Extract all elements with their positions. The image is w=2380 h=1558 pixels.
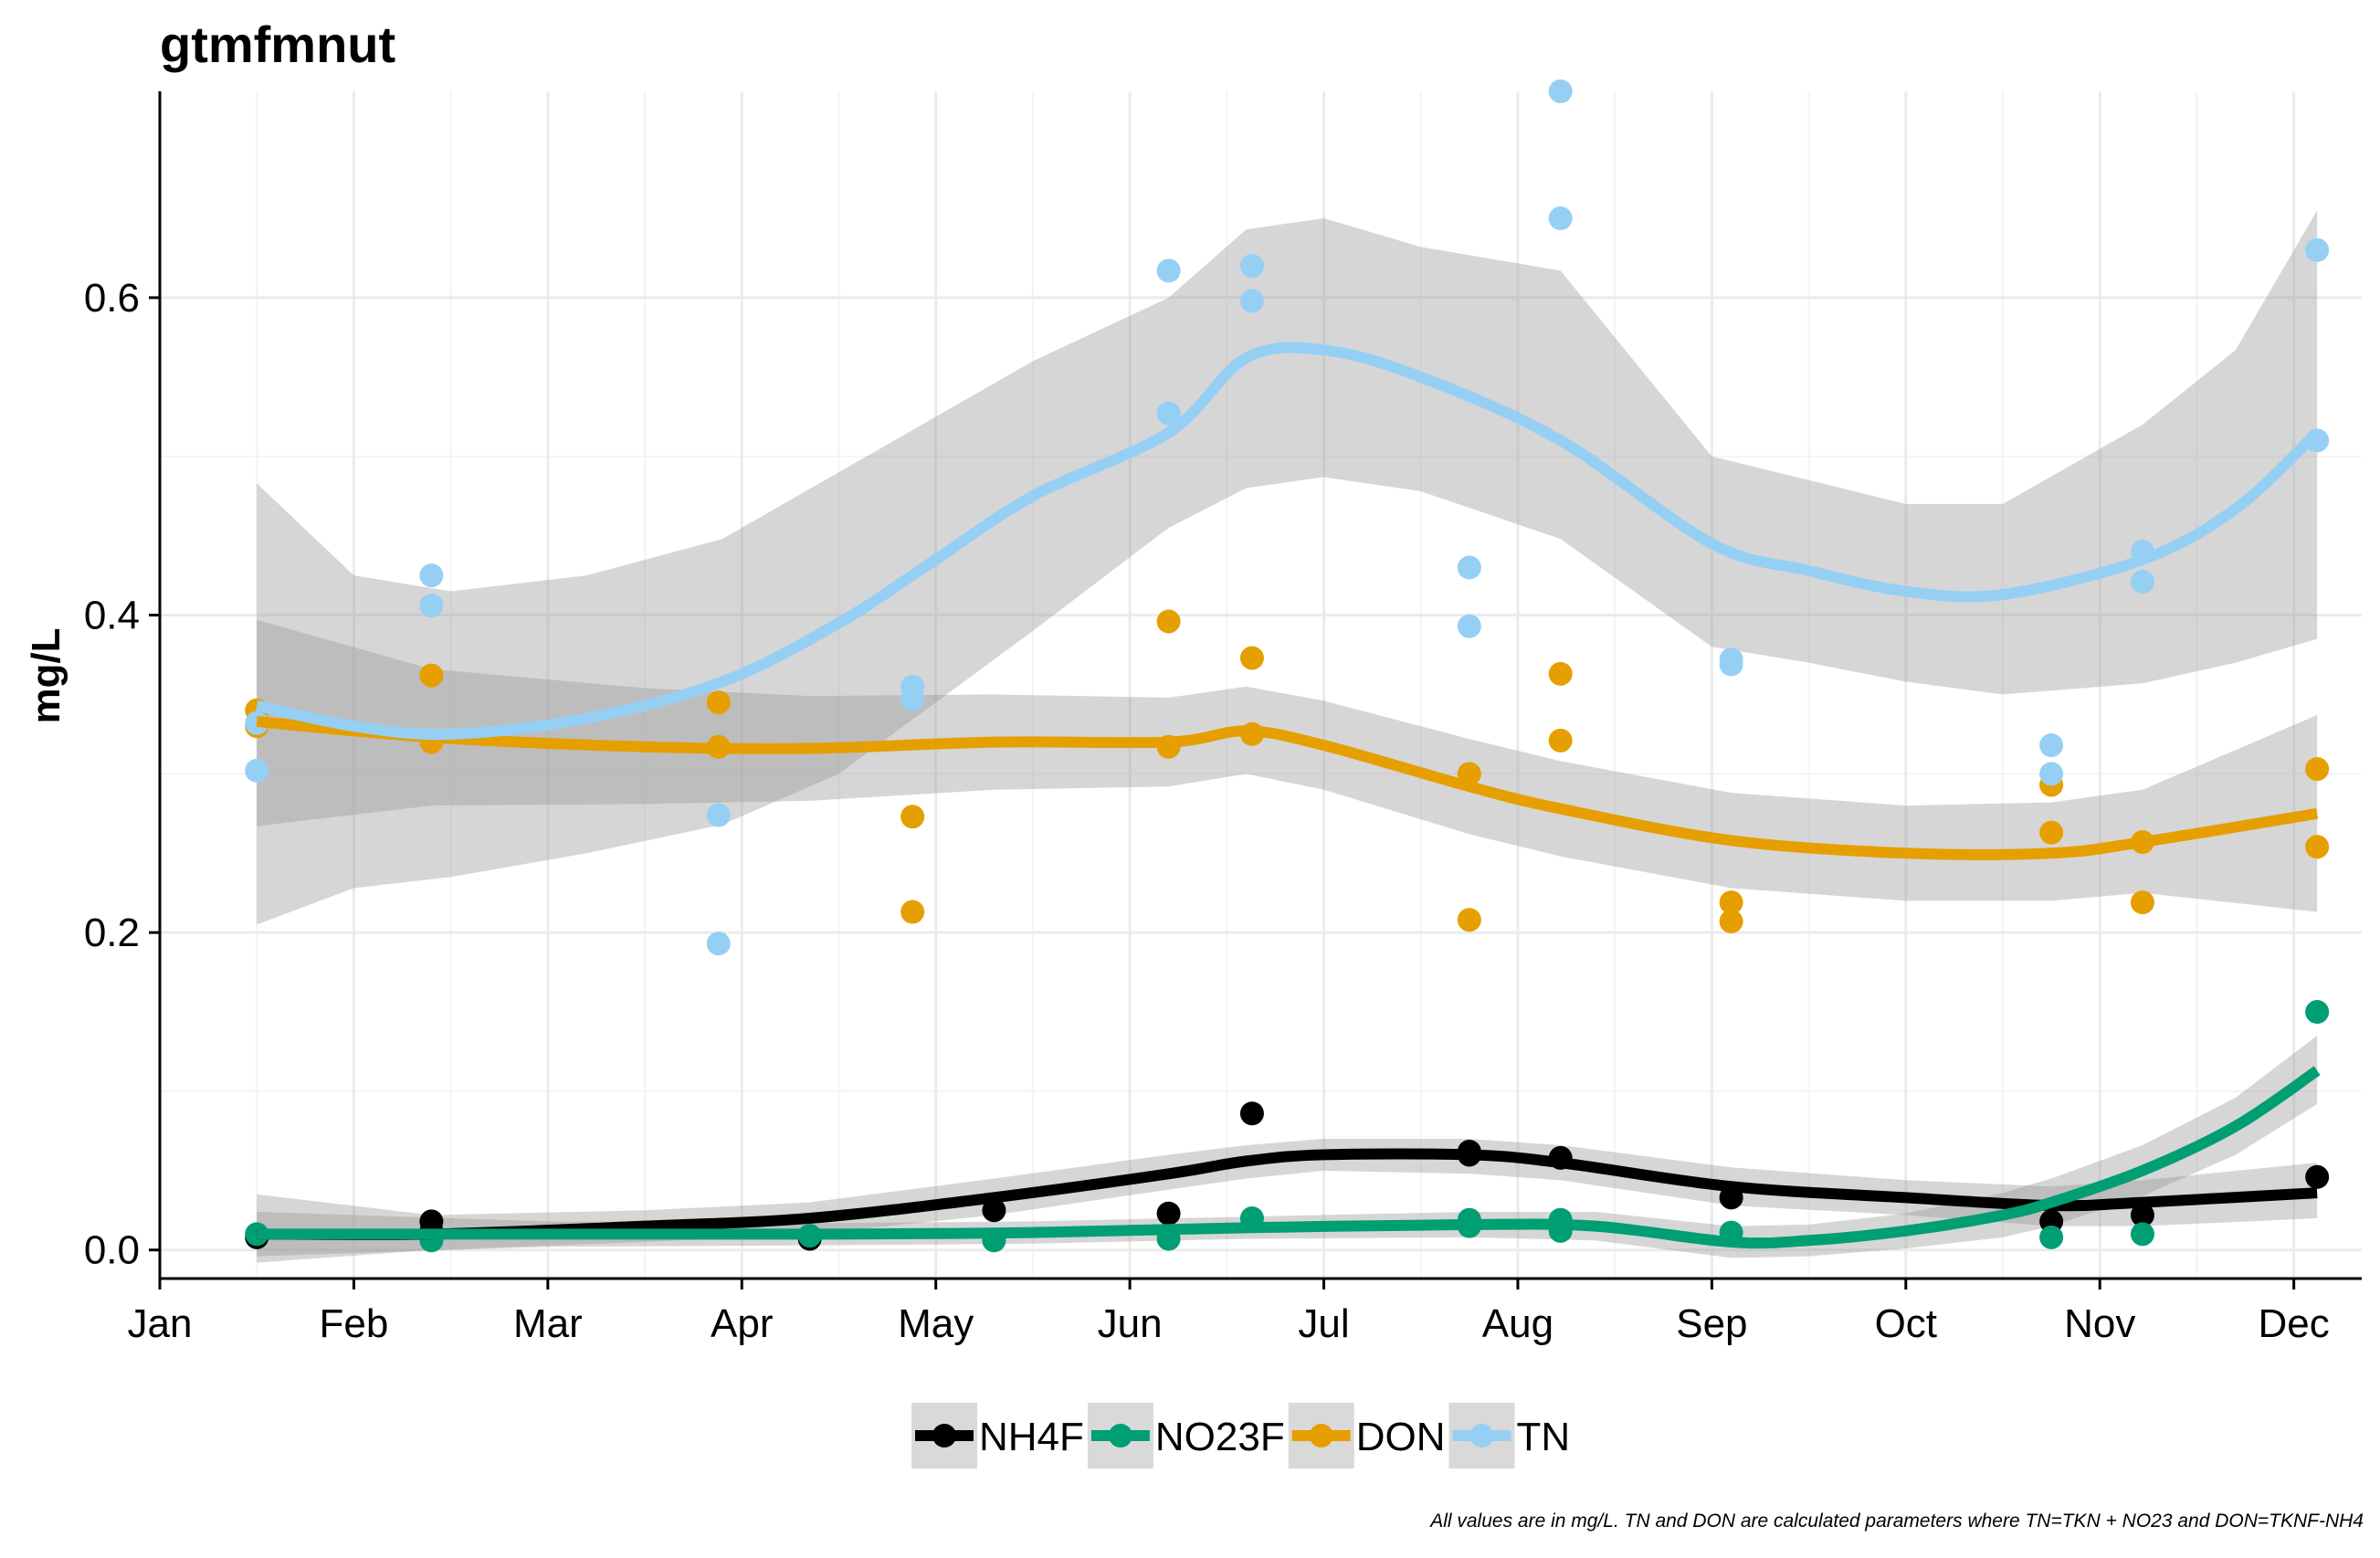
point-tn — [1156, 258, 1181, 283]
point-tn — [419, 594, 444, 618]
point-don — [2130, 890, 2154, 915]
x-tick-label: Jun — [1098, 1301, 1163, 1346]
legend-key-point — [1108, 1424, 1132, 1447]
y-tick-label: 0.2 — [84, 911, 140, 955]
point-tn — [1457, 614, 1481, 638]
legend-item-nh4f: NH4F — [911, 1403, 1084, 1469]
x-tick-label: Apr — [711, 1301, 773, 1346]
x-tick-label: Dec — [2259, 1301, 2330, 1346]
legend-key-point — [932, 1424, 956, 1447]
point-tn — [706, 803, 731, 827]
point-tn — [900, 687, 925, 711]
legend: NH4F NO23F DON TN — [911, 1403, 1570, 1469]
x-tick-label: May — [898, 1301, 974, 1346]
point-tn — [1548, 79, 1573, 103]
legend-label: TN — [1517, 1415, 1571, 1459]
point-no23f — [2130, 1222, 2154, 1247]
legend-label: NH4F — [979, 1415, 1084, 1459]
point-tn — [2039, 733, 2064, 758]
y-tick-label: 0.0 — [84, 1228, 140, 1273]
point-don — [2039, 820, 2064, 845]
smooth-line-tn — [255, 342, 2322, 741]
smooth-lines — [255, 342, 2322, 1249]
legend-item-don: DON — [1288, 1403, 1446, 1469]
point-don — [1548, 661, 1573, 686]
point-don — [1457, 908, 1481, 932]
axes: Jan Feb Mar Apr May Jun Jul Aug Sep Oct Nov Dec 0.0 0… — [84, 91, 2362, 1346]
point-tn — [2305, 237, 2330, 262]
point-tn — [706, 932, 731, 956]
point-don — [1239, 646, 1264, 670]
point-don — [900, 805, 925, 829]
point-tn — [1239, 254, 1264, 279]
legend-label: DON — [1356, 1415, 1446, 1459]
x-tick-label: Jan — [128, 1301, 193, 1346]
point-tn — [419, 563, 444, 588]
point-nh4f — [1239, 1101, 1264, 1126]
point-don — [1156, 609, 1181, 634]
point-tn — [1548, 206, 1573, 231]
legend-item-tn: TN — [1448, 1403, 1571, 1469]
point-nh4f — [1156, 1201, 1181, 1226]
point-tn — [245, 758, 269, 783]
ribbon-don — [257, 619, 2318, 912]
smooth-line-nh4f — [257, 1148, 2318, 1240]
x-tick-label: Oct — [1875, 1301, 1937, 1346]
point-tn — [1239, 289, 1264, 313]
point-nh4f — [2305, 1164, 2330, 1189]
x-tick-label: Aug — [1482, 1301, 1553, 1346]
point-tn — [1719, 652, 1743, 677]
point-tn — [1156, 401, 1181, 426]
data-points — [245, 79, 2330, 1253]
point-nh4f — [982, 1198, 1006, 1223]
x-tick-label: Nov — [2064, 1301, 2135, 1346]
point-don — [900, 900, 925, 924]
x-tick-label: Mar — [513, 1301, 583, 1346]
point-no23f — [2305, 1000, 2330, 1025]
point-nh4f — [2130, 1203, 2154, 1227]
point-tn — [2039, 762, 2064, 786]
smooth-line-don — [256, 715, 2319, 860]
chart-title: gtmfmnut — [160, 16, 395, 73]
legend-key-point — [1309, 1424, 1333, 1447]
point-don — [1548, 728, 1573, 753]
point-don — [419, 663, 444, 688]
legend-key-point — [1469, 1424, 1494, 1447]
point-don — [1719, 890, 1743, 915]
legend-item-no23f: NO23F — [1087, 1403, 1285, 1469]
point-no23f — [2039, 1225, 2064, 1249]
x-tick-label: Jul — [1298, 1301, 1349, 1346]
point-don — [2305, 835, 2330, 859]
x-tick-label: Sep — [1676, 1301, 1747, 1346]
smooth-line-no23f — [257, 1066, 2321, 1249]
chart-caption: All values are in mg/L. TN and DON are c… — [1428, 1511, 2364, 1532]
point-tn — [2130, 570, 2154, 595]
point-tn — [1457, 555, 1481, 580]
point-don — [2305, 757, 2330, 782]
x-tick-label: Feb — [320, 1301, 389, 1346]
y-axis-title: mg/L — [24, 627, 68, 723]
y-tick-label: 0.6 — [84, 276, 140, 321]
point-don — [1719, 909, 1743, 933]
legend-label: NO23F — [1155, 1415, 1285, 1459]
y-tick-label: 0.4 — [84, 594, 140, 638]
point-don — [706, 690, 731, 715]
